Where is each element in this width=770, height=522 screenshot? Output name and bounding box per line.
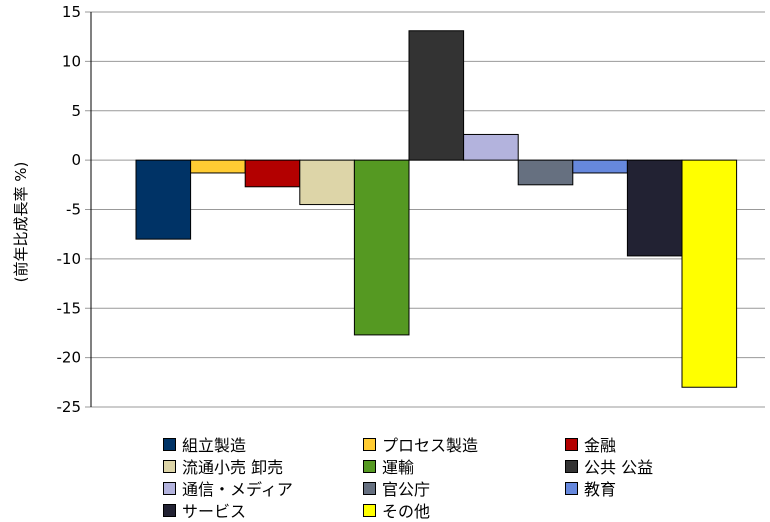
- legend-swatch: [163, 459, 176, 473]
- legend-swatch: [363, 437, 376, 451]
- legend-label: 組立製造: [182, 436, 247, 455]
- bar: [299, 159, 355, 206]
- legend-item: 通信・メディア: [163, 478, 293, 499]
- legend-item: 教育: [565, 478, 617, 499]
- bar: [244, 159, 301, 188]
- legend-swatch: [565, 481, 578, 495]
- bar: [135, 159, 192, 240]
- y-tick-label: -20: [57, 349, 82, 367]
- legend-swatch: [163, 503, 176, 517]
- bars: [135, 30, 738, 388]
- legend-swatch: [363, 503, 376, 517]
- legend-item: サービス: [163, 500, 247, 521]
- legend-label: 運輸: [382, 458, 415, 477]
- legend-swatch: [565, 459, 578, 473]
- bar: [190, 159, 246, 174]
- y-tick-label: -5: [66, 201, 81, 219]
- legend-label: 官公庁: [382, 480, 431, 499]
- legend-label: 金融: [584, 436, 617, 455]
- bar: [408, 30, 465, 161]
- y-tick-label: 5: [71, 102, 81, 120]
- y-tick-label: 10: [62, 52, 81, 70]
- legend-swatch: [363, 481, 376, 495]
- legend-item: プロセス製造: [363, 434, 479, 455]
- bar: [463, 133, 519, 161]
- legend-label: 公共 公益: [584, 458, 654, 477]
- legend-swatch: [163, 481, 176, 495]
- legend-item: 公共 公益: [565, 456, 654, 477]
- legend-item: 流通小売 卸売: [163, 456, 284, 477]
- legend-item: 運輸: [363, 456, 415, 477]
- legend-item: その他: [363, 500, 431, 521]
- legend-label: 通信・メディア: [182, 480, 293, 499]
- y-tick-label: -25: [57, 398, 82, 416]
- legend-label: その他: [382, 502, 431, 521]
- legend-label: サービス: [182, 502, 247, 521]
- y-tick-labels: 15 10 5 0 -5 -10 -15 -20 -25: [57, 3, 82, 416]
- bar: [572, 159, 628, 174]
- bar: [353, 159, 410, 336]
- legend-swatch: [163, 437, 176, 451]
- legend-item: 組立製造: [163, 434, 247, 455]
- legend-item: 金融: [565, 434, 617, 455]
- legend-item: 官公庁: [363, 478, 431, 499]
- y-axis-label: (前年比成長率 %): [12, 162, 30, 283]
- y-tick-label: -10: [57, 250, 82, 268]
- bar: [681, 159, 738, 388]
- legend-label: プロセス製造: [382, 436, 479, 455]
- y-tick-label: 15: [62, 3, 81, 21]
- bar: [626, 159, 683, 257]
- bar: [517, 159, 574, 186]
- legend-label: 流通小売 卸売: [182, 458, 284, 477]
- legend-label: 教育: [584, 480, 617, 499]
- y-tick-label: 0: [71, 151, 81, 169]
- legend-swatch: [363, 459, 376, 473]
- y-tick-label: -15: [57, 299, 82, 317]
- legend-swatch: [565, 437, 578, 451]
